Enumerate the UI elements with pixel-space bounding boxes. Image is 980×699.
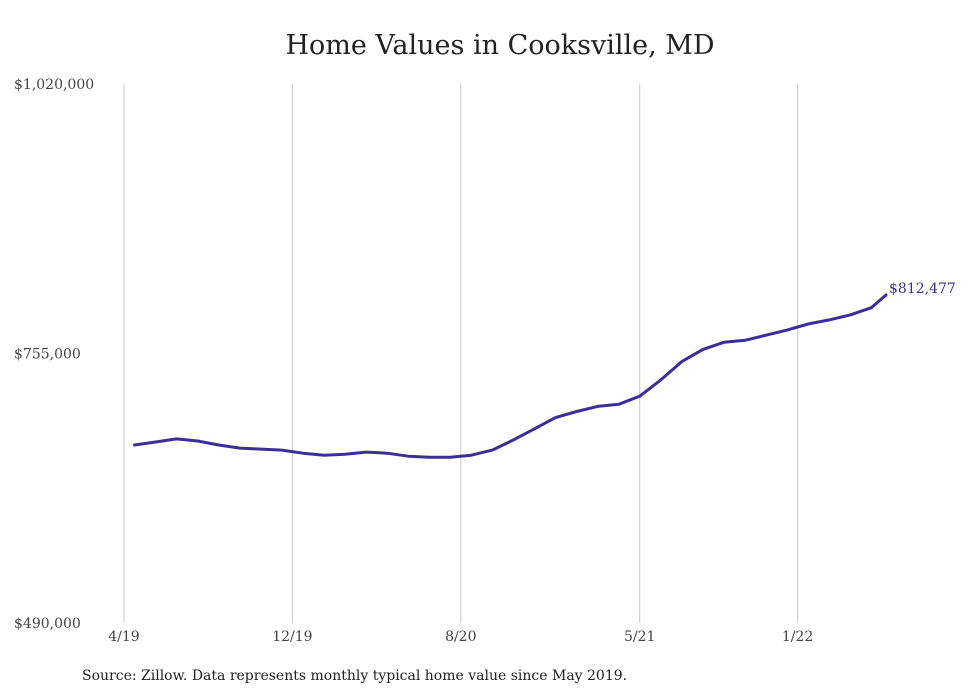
- y-tick-label: $490,000: [14, 616, 81, 632]
- source-note: Source: Zillow. Data represents monthly …: [82, 668, 628, 684]
- y-tick-label: $755,000: [14, 347, 81, 363]
- end-value-label: $812,477: [889, 281, 956, 297]
- x-tick-label: 12/19: [272, 629, 312, 645]
- gridlines: [123, 84, 799, 623]
- x-tick-label: 5/21: [624, 629, 655, 645]
- y-tick-label: $1,020,000: [14, 77, 94, 93]
- x-axis-tick-labels: 4/19 12/19 8/20 5/21 1/22: [108, 629, 813, 645]
- series-layer: [133, 293, 888, 459]
- y-axis-tick-labels: $1,020,000 $755,000 $490,000: [14, 77, 94, 632]
- x-tick-label: 8/20: [445, 629, 476, 645]
- chart-title: Home Values in Cooksville, MD: [285, 30, 715, 61]
- series-line-0: [133, 293, 888, 459]
- x-tick-label: 1/22: [782, 629, 813, 645]
- x-tick-label: 4/19: [108, 629, 139, 645]
